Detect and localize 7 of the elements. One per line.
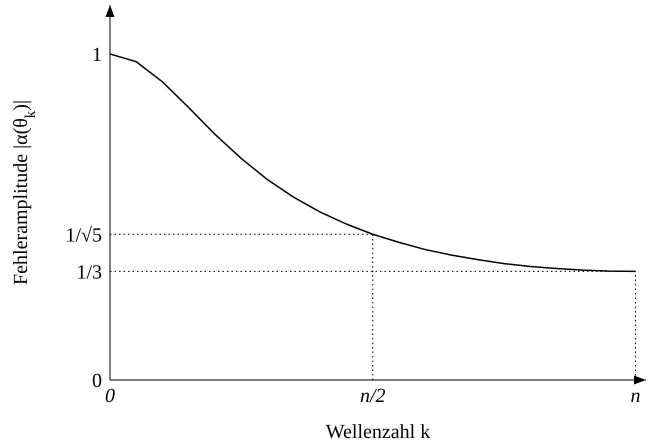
- y-tick-label: 1: [92, 44, 102, 66]
- x-axis-title: Wellenzahl k: [326, 421, 430, 443]
- y-tick-label: 1/3: [76, 262, 102, 284]
- y-tick-label: 1/√5: [65, 224, 102, 246]
- x-tick-label: n: [630, 385, 640, 408]
- x-tick-label: n/2: [360, 385, 386, 408]
- y-tick-label: 0: [92, 370, 102, 392]
